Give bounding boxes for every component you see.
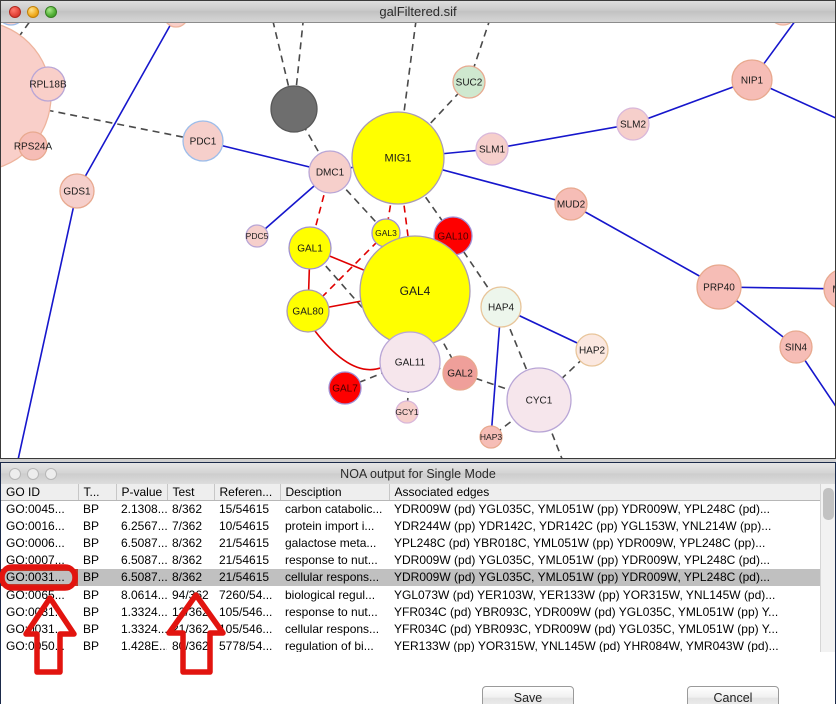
svg-text:RPS24A: RPS24A xyxy=(14,141,53,152)
svg-text:GAL3: GAL3 xyxy=(375,228,397,238)
svg-text:MSI1: MSI1 xyxy=(832,284,836,295)
svg-text:GAL10: GAL10 xyxy=(437,231,469,242)
svg-text:GAL4: GAL4 xyxy=(400,284,431,298)
svg-text:GAL7: GAL7 xyxy=(332,383,358,394)
svg-text:DMC1: DMC1 xyxy=(316,167,345,178)
svg-text:NIP1: NIP1 xyxy=(741,75,764,86)
svg-text:MUD2: MUD2 xyxy=(557,199,586,210)
svg-text:GAL80: GAL80 xyxy=(292,306,324,317)
svg-text:GAL2: GAL2 xyxy=(447,368,473,379)
svg-text:SUC2: SUC2 xyxy=(456,77,483,88)
svg-text:CYC1: CYC1 xyxy=(526,395,553,406)
svg-text:HAP2: HAP2 xyxy=(579,345,606,356)
svg-text:SIN4: SIN4 xyxy=(785,342,808,353)
svg-text:RPL18B: RPL18B xyxy=(29,79,67,90)
svg-text:GAL1: GAL1 xyxy=(297,243,323,254)
svg-text:HAP3: HAP3 xyxy=(480,432,502,442)
svg-text:PRP40: PRP40 xyxy=(703,282,735,293)
svg-text:GCY1: GCY1 xyxy=(395,407,418,417)
svg-text:MIG1: MIG1 xyxy=(385,153,412,165)
svg-text:GAL11: GAL11 xyxy=(395,357,426,368)
svg-text:SLM1: SLM1 xyxy=(479,144,506,155)
svg-text:HAP4: HAP4 xyxy=(488,302,515,313)
svg-text:PDC1: PDC1 xyxy=(190,136,217,147)
svg-text:GDS1: GDS1 xyxy=(63,186,91,197)
svg-text:PDC5: PDC5 xyxy=(246,231,269,241)
svg-text:SLM2: SLM2 xyxy=(620,119,647,130)
